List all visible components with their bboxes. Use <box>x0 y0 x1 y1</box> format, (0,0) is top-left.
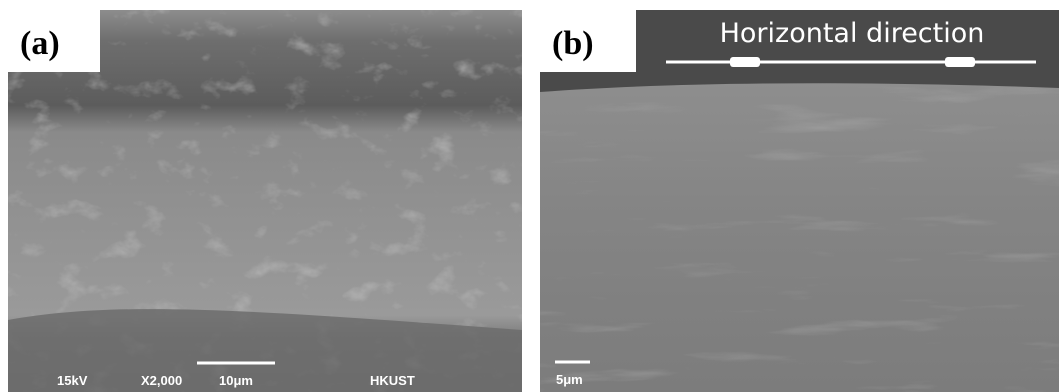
figure: (a) 15kV X2,000 10μm HKUST (b) Horizonta… <box>0 0 1059 392</box>
direction-annotation: Horizontal direction <box>720 18 985 49</box>
panel-label: (b) <box>552 25 594 62</box>
panel-a: (a) 15kV X2,000 10μm HKUST <box>8 10 522 392</box>
voltage: 15kV <box>57 373 88 388</box>
magnification: X2,000 <box>141 373 182 388</box>
institution: HKUST <box>370 373 415 388</box>
scale-label: 5μm <box>556 372 583 387</box>
panel-b: (b) Horizontal direction 5μm <box>540 10 1059 392</box>
page: {"panels": [ {"label": "(a)", "info": {"… <box>0 0 1059 392</box>
panel-label: (a) <box>20 25 60 62</box>
scale-label: 10μm <box>219 373 253 388</box>
